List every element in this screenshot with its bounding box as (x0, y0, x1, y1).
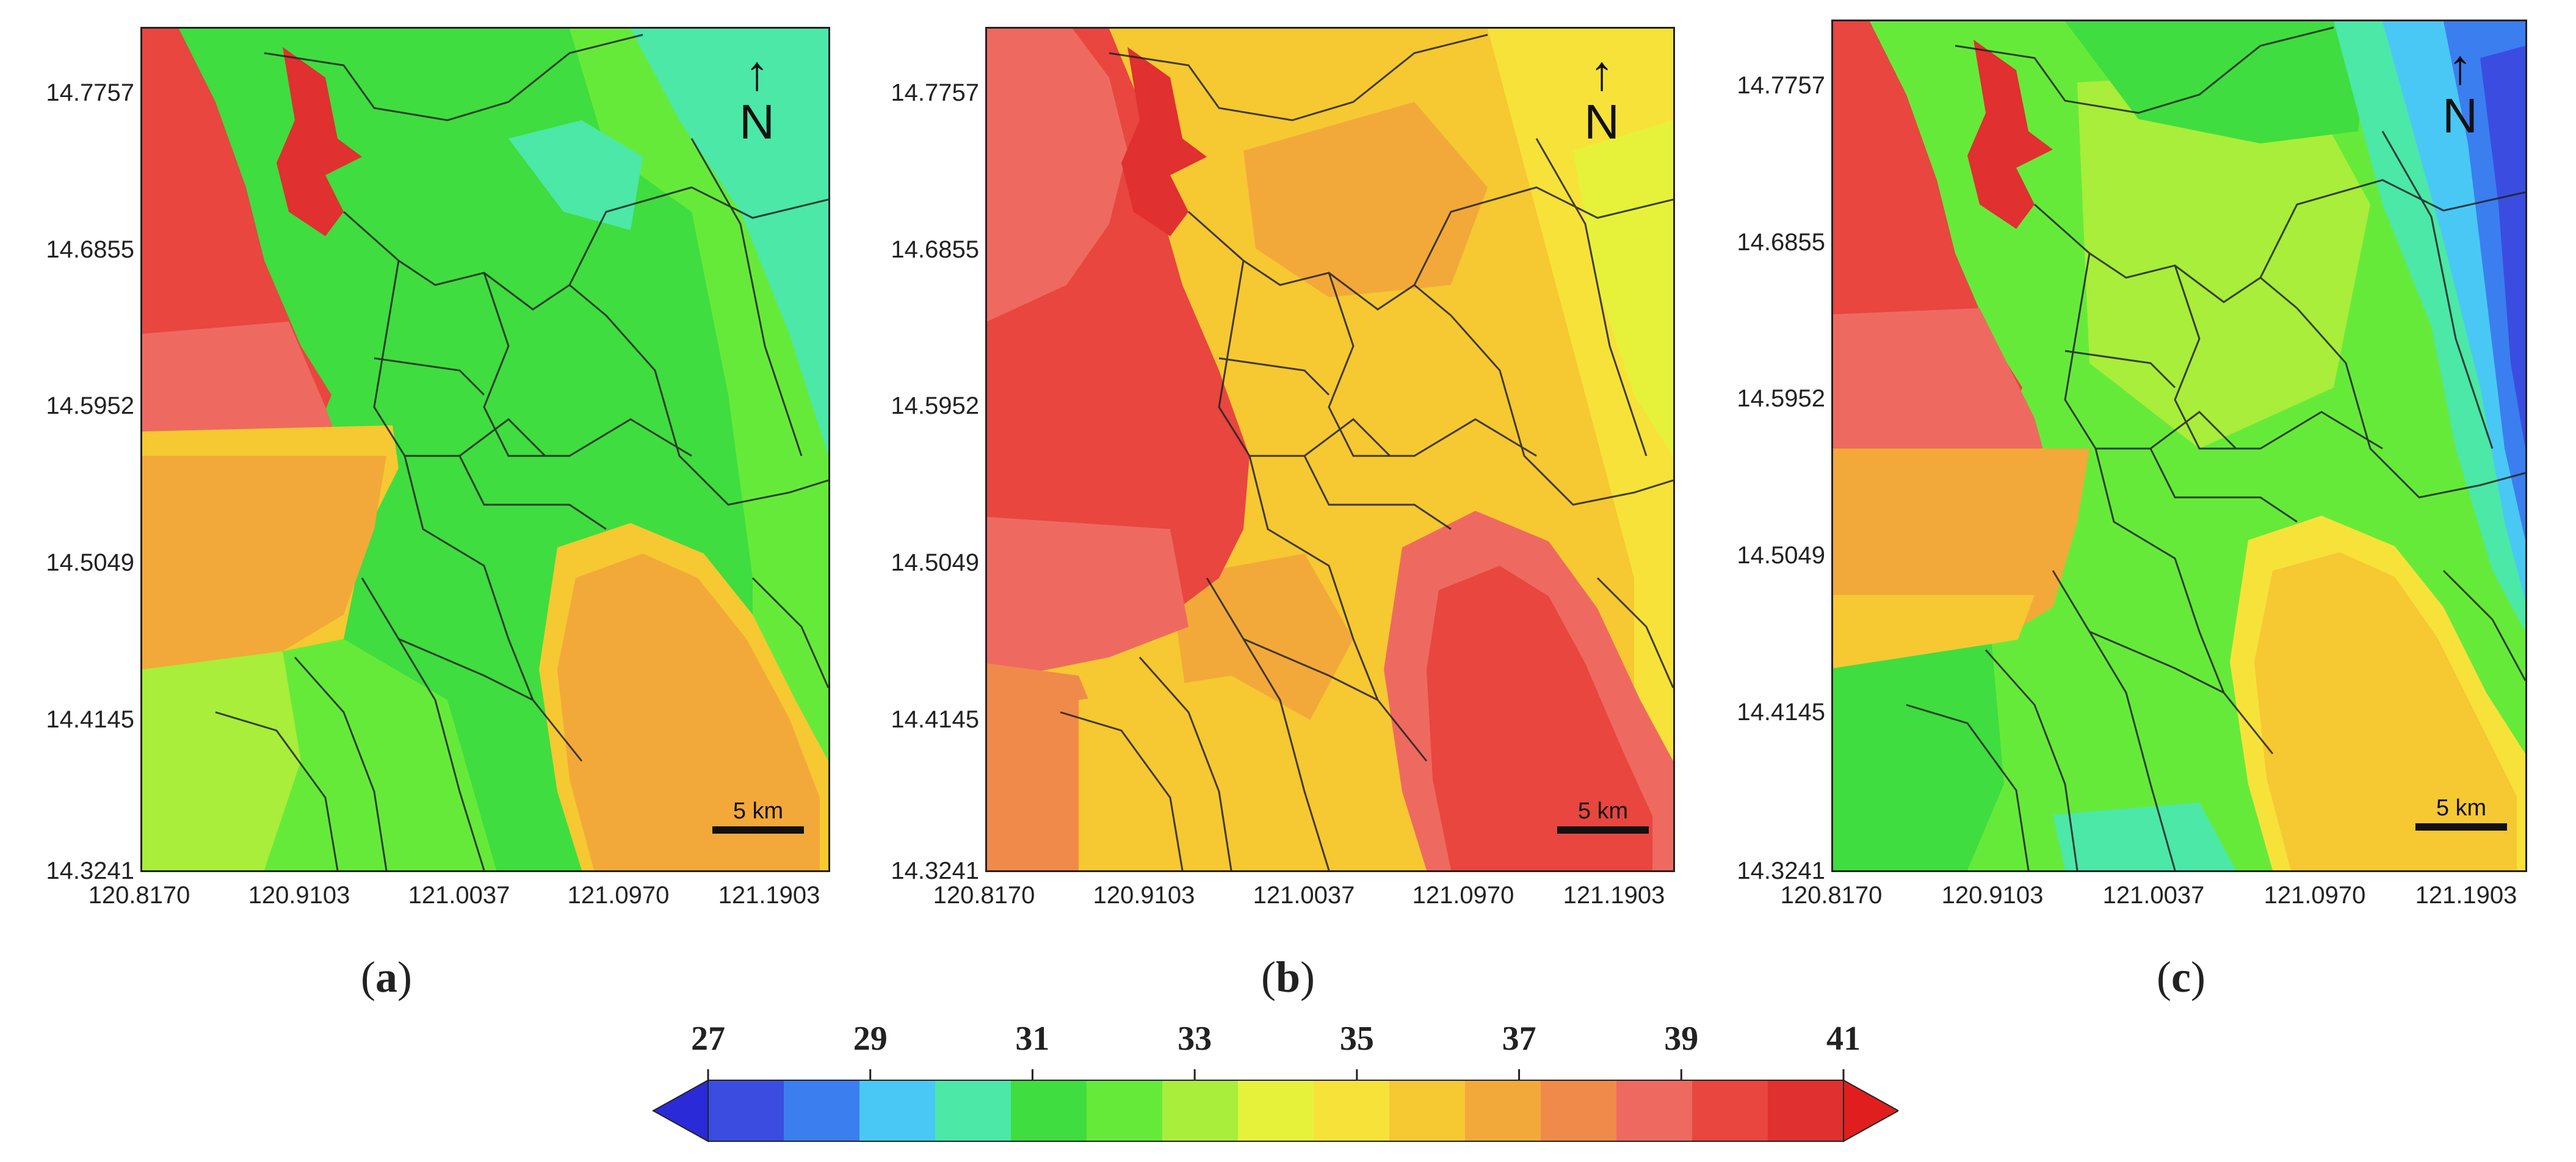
x-tick: 121.0970 (1412, 882, 1514, 909)
colorbar-tick-label: 37 (1502, 1020, 1536, 1058)
map-b-field (987, 29, 1673, 870)
colorbar-segment (708, 1080, 784, 1141)
y-tick: 14.5952 (1737, 385, 1825, 412)
scale-bar-label: 5 km (2436, 795, 2487, 821)
y-tick: 14.3241 (1737, 857, 1825, 884)
scale-bar-line (712, 826, 804, 834)
x-tick: 121.1903 (2415, 882, 2517, 909)
scale-bar-line (1557, 826, 1649, 834)
y-tick: 14.7757 (46, 79, 134, 106)
colorbar-segment (1238, 1080, 1314, 1141)
x-tick: 120.8170 (933, 882, 1035, 909)
colorbar-segment (1314, 1080, 1390, 1141)
y-tick: 14.6855 (1737, 229, 1825, 256)
x-tick: 121.0037 (2102, 882, 2205, 909)
x-tick: 120.8170 (1780, 882, 1883, 909)
y-tick: 14.5049 (891, 549, 979, 576)
colorbar-segment (1692, 1080, 1768, 1141)
x-tick: 121.1903 (718, 882, 820, 909)
y-tick: 14.3241 (46, 857, 134, 884)
colorbar-segment (935, 1080, 1011, 1141)
y-tick: 14.7757 (1737, 72, 1825, 99)
colorbar-segment (784, 1080, 860, 1141)
map-b (985, 27, 1675, 872)
y-tick: 14.6855 (46, 236, 134, 263)
y-tick: 14.3241 (891, 857, 979, 884)
colorbar-tick-label: 33 (1178, 1020, 1212, 1058)
north-label: N (2442, 88, 2478, 143)
scale-bar-label: 5 km (733, 798, 784, 824)
scale-bar: 5 km (2415, 796, 2507, 831)
colorbar-segment (1768, 1080, 1844, 1141)
colorbar-segment (1389, 1080, 1466, 1141)
x-tick: 121.0970 (2263, 882, 2366, 909)
colorbar-tick-label: 35 (1339, 1020, 1374, 1058)
panel-label-a: (a) (361, 953, 412, 1001)
colorbar-tick-label: 27 (691, 1020, 725, 1058)
y-tick: 14.5952 (46, 392, 134, 419)
north-label: N (739, 95, 775, 149)
colorbar-tick-label: 39 (1664, 1020, 1699, 1058)
map-a-field (142, 29, 828, 870)
y-tick: 14.5952 (891, 392, 979, 419)
colorbar-segment (1162, 1080, 1239, 1141)
colorbar-tick-label: 31 (1015, 1020, 1050, 1058)
colorbar-under-arrow (651, 1079, 709, 1142)
x-tick: 120.8170 (88, 882, 190, 909)
colorbar-tick-label: 29 (853, 1020, 888, 1058)
colorbar-segment (1541, 1080, 1617, 1141)
colorbar-segment (859, 1080, 936, 1141)
colorbar-over-arrow (1843, 1079, 1898, 1142)
y-tick: 14.4145 (891, 706, 979, 733)
y-tick: 14.6855 (891, 236, 979, 263)
scale-bar: 5 km (712, 799, 804, 834)
colorbar-border (707, 1080, 1844, 1142)
colorbar-segment (1087, 1080, 1163, 1141)
scale-bar-label: 5 km (1577, 798, 1629, 824)
colorbar-tick-label: 41 (1826, 1020, 1861, 1058)
x-tick: 120.9103 (248, 882, 350, 909)
north-label: N (1584, 95, 1619, 149)
colorbar-segment (1465, 1080, 1541, 1141)
colorbar: 27 29 31 33 35 37 39 41 (647, 1007, 1898, 1160)
north-arrow-icon: ↑ (2448, 40, 2472, 94)
map-c (1831, 20, 2527, 872)
scale-bar: 5 km (1557, 799, 1649, 834)
map-c-field (1833, 21, 2525, 870)
panel-label-b: (b) (1261, 953, 1315, 1001)
x-tick: 121.1903 (1563, 882, 1665, 909)
y-tick: 14.4145 (46, 706, 134, 733)
map-a (140, 27, 830, 872)
panel-label-c: (c) (2157, 953, 2205, 1001)
y-tick: 14.5049 (1737, 542, 1825, 569)
colorbar-graphic (651, 1069, 1898, 1142)
x-tick: 121.0037 (1253, 882, 1355, 909)
y-tick: 14.4145 (1737, 699, 1825, 726)
colorbar-segment (1011, 1080, 1087, 1141)
x-tick: 120.9103 (1941, 882, 2044, 909)
x-tick: 121.0037 (408, 882, 510, 909)
north-arrow: ↑ N (1577, 49, 1626, 146)
north-arrow: ↑ N (733, 49, 781, 146)
north-arrow: ↑ N (2436, 43, 2484, 140)
x-tick: 120.9103 (1093, 882, 1195, 909)
scale-bar-line (2415, 823, 2507, 831)
north-arrow-icon: ↑ (1590, 46, 1614, 100)
north-arrow-icon: ↑ (745, 46, 769, 100)
y-tick: 14.5049 (46, 549, 134, 576)
x-tick: 121.0970 (567, 882, 670, 909)
y-tick: 14.7757 (891, 79, 979, 106)
colorbar-segment (1616, 1080, 1693, 1141)
